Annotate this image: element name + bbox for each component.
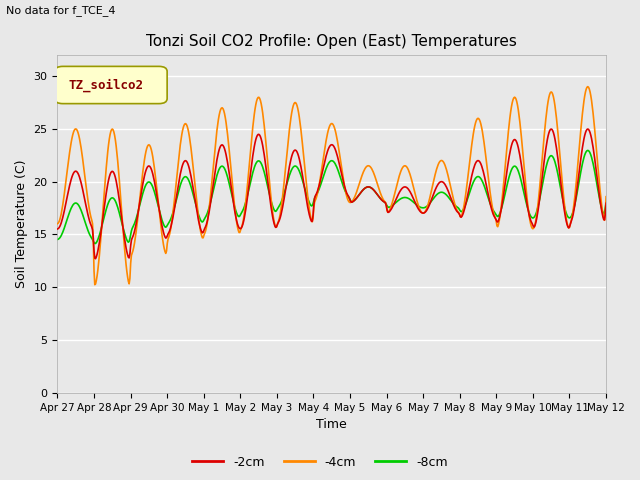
Y-axis label: Soil Temperature (C): Soil Temperature (C) — [15, 159, 28, 288]
Text: TZ_soilco2: TZ_soilco2 — [68, 78, 143, 92]
Title: Tonzi Soil CO2 Profile: Open (East) Temperatures: Tonzi Soil CO2 Profile: Open (East) Temp… — [147, 34, 517, 49]
Legend: -2cm, -4cm, -8cm: -2cm, -4cm, -8cm — [187, 451, 453, 474]
FancyBboxPatch shape — [54, 66, 167, 104]
Text: No data for f_TCE_4: No data for f_TCE_4 — [6, 5, 116, 16]
X-axis label: Time: Time — [316, 419, 347, 432]
